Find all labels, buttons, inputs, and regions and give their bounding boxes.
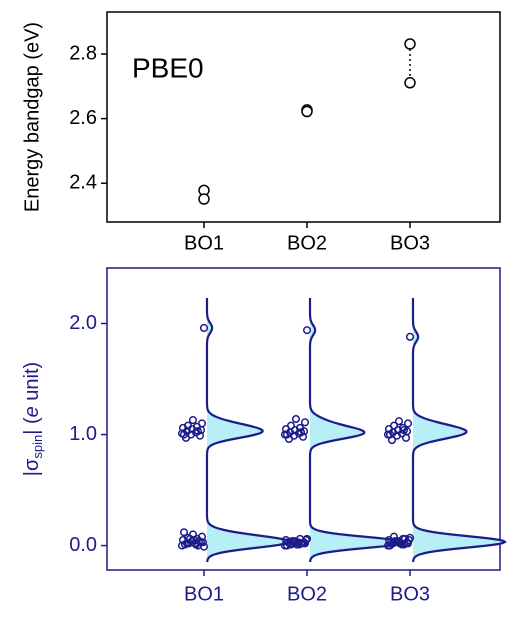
data-point (199, 542, 209, 551)
y-tick-label: 2.8 (69, 42, 97, 64)
data-point (179, 430, 189, 439)
data-point (183, 421, 193, 430)
density-area (413, 298, 505, 562)
x-tick-label: BO2 (287, 232, 327, 254)
density-curve (411, 298, 507, 563)
plot-frame (106, 11, 501, 223)
data-point (180, 540, 190, 549)
data-point (385, 430, 395, 439)
data-point (185, 534, 195, 543)
y-axis-label-part: e (21, 406, 43, 417)
y-axis-label-part: spin (30, 435, 45, 459)
data-point (405, 533, 415, 542)
data-point (396, 539, 406, 548)
data-point (405, 332, 415, 341)
y-tick-label: 2.4 (69, 172, 97, 194)
x-tick-label: BO1 (184, 232, 224, 254)
density-area (310, 298, 405, 562)
data-point (282, 430, 292, 439)
x-tick-label: BO3 (390, 232, 430, 254)
data-point (283, 538, 293, 547)
y-tick-label: 2.0 (69, 312, 97, 334)
data-point (403, 419, 413, 428)
data-point (302, 534, 312, 543)
data-point (198, 538, 208, 547)
y-tick-label: 1.0 (69, 423, 97, 445)
data-point (179, 528, 189, 537)
data-point (302, 326, 312, 335)
data-point (199, 323, 209, 333)
y-axis-label-part: | ( (21, 417, 43, 435)
data-point (295, 423, 305, 432)
data-point (400, 534, 410, 543)
density-curve (205, 298, 291, 563)
y-tick-label: 2.6 (69, 107, 97, 129)
data-point (193, 427, 203, 436)
x-tick-label: BO3 (390, 583, 430, 605)
data-point (190, 539, 200, 548)
x-tick-label: BO2 (287, 583, 327, 605)
y-tick-label: 0.0 (69, 534, 97, 556)
data-point (404, 38, 416, 50)
data-point (188, 416, 198, 425)
annotation: PBE0 (132, 52, 204, 83)
data-point (288, 537, 298, 546)
data-point (293, 538, 303, 547)
density-curve (308, 298, 407, 563)
data-point (404, 77, 416, 89)
data-point (194, 537, 204, 546)
y-axis-label-part: unit) (21, 362, 43, 406)
data-point (389, 421, 399, 430)
data-point (386, 538, 396, 547)
data-point (286, 421, 296, 430)
data-point (296, 428, 306, 437)
y-axis-label: |σspin| (e unit) (21, 362, 45, 476)
data-point (198, 193, 210, 205)
data-point (291, 414, 301, 424)
data-point (399, 426, 409, 435)
data-point (197, 419, 207, 428)
data-point (394, 417, 404, 426)
data-point (301, 105, 313, 118)
y-axis-label: Energy bandgap (eV) (21, 22, 43, 212)
density-area (207, 298, 290, 562)
data-point (300, 418, 310, 427)
x-tick-label: BO1 (184, 583, 224, 605)
data-point (297, 539, 307, 548)
y-axis-label-part: |σ (21, 458, 43, 476)
plot-frame (106, 267, 501, 571)
